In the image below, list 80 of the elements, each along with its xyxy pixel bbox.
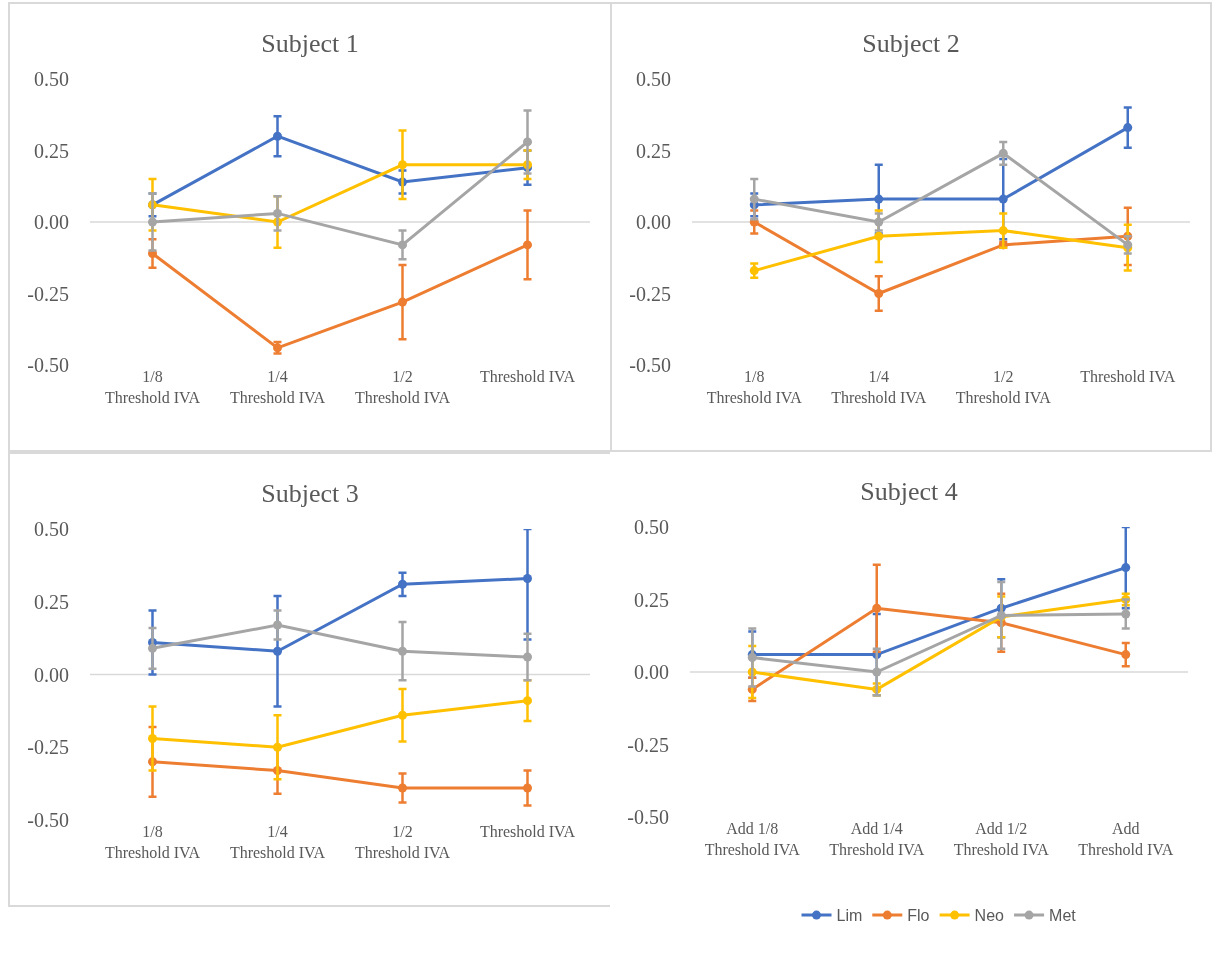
x-tick-label: Threshold IVA (479, 368, 576, 385)
chart-title: Subject 4 (860, 477, 958, 507)
y-tick-label: 0.25 (34, 590, 69, 613)
point (398, 646, 407, 656)
point (998, 194, 1008, 204)
point (1123, 123, 1133, 133)
x-tick-label: 1/4 Threshold IVA (229, 368, 326, 406)
point (523, 573, 532, 583)
point (1121, 650, 1131, 660)
point (523, 696, 532, 706)
x-tick-label: 1/8 Threshold IVA (104, 823, 201, 861)
y-tick-label: -0.25 (627, 733, 669, 756)
x-tick-label: Add 1/8 Threshold IVA (704, 820, 801, 858)
y-tick-label: 0.25 (34, 139, 69, 162)
point (398, 579, 407, 589)
x-tick-label: 1/2 Threshold IVA (955, 368, 1052, 406)
point (523, 137, 532, 147)
y-tick-label: 0.00 (634, 661, 669, 683)
point (1121, 563, 1131, 573)
point (874, 194, 884, 204)
point (398, 783, 407, 793)
y-tick-label: -0.25 (27, 736, 69, 759)
x-tick-label: 1/8 Threshold IVA (706, 368, 803, 406)
point (523, 240, 532, 250)
x-tick-label: Add 1/2 Threshold IVA (953, 820, 1050, 858)
y-tick-label: -0.50 (27, 809, 69, 831)
y-tick-label: -0.25 (27, 282, 69, 305)
point (874, 231, 884, 241)
point (874, 217, 884, 227)
x-tick-label: Threshold IVA (1080, 368, 1176, 385)
y-tick-label: -0.50 (627, 806, 669, 828)
point (398, 160, 407, 170)
legend-label: Met (1049, 907, 1077, 925)
point (273, 742, 282, 752)
point (749, 194, 759, 204)
point (273, 646, 282, 656)
y-tick-label: 0.50 (636, 68, 671, 90)
legend-label: Neo (974, 907, 1005, 925)
x-tick-label: 1/8 Threshold IVA (104, 368, 201, 406)
x-tick-label: 1/4 Threshold IVA (831, 368, 927, 406)
y-tick-label: 0.50 (634, 516, 669, 538)
point (148, 217, 157, 227)
point (148, 643, 157, 653)
y-tick-label: 0.00 (34, 663, 69, 686)
y-tick-label: 0.25 (634, 588, 669, 611)
y-tick-label: 0.25 (636, 139, 671, 162)
y-tick-label: 0.50 (34, 68, 69, 90)
point (148, 734, 157, 744)
legend-label: Flo (907, 907, 930, 925)
point (523, 783, 532, 793)
point (998, 148, 1008, 158)
chart-title: Subject 1 (261, 28, 359, 58)
point (874, 289, 884, 298)
point (273, 620, 282, 630)
y-tick-label: -0.25 (629, 282, 671, 305)
point (398, 297, 407, 307)
point (998, 226, 1008, 236)
y-tick-label: 0.00 (34, 211, 69, 233)
point (273, 131, 282, 141)
point (398, 240, 407, 250)
y-tick-label: -0.50 (629, 354, 671, 376)
point (749, 266, 759, 276)
chart-title: Subject 2 (862, 28, 960, 58)
x-tick-label: Add Threshold IVA (1078, 820, 1174, 858)
legend-label: Lim (836, 907, 863, 925)
point (872, 667, 882, 677)
point (872, 603, 882, 613)
point (523, 652, 532, 662)
point (398, 710, 407, 720)
chart-title: Subject 3 (261, 478, 359, 508)
x-tick-label: Threshold IVA (479, 823, 576, 840)
x-tick-label: Add 1/4 Threshold IVA (829, 820, 925, 858)
point (1121, 609, 1131, 619)
x-tick-label: 1/2 Threshold IVA (354, 368, 451, 406)
y-tick-label: 0.00 (636, 211, 671, 233)
y-tick-label: -0.50 (27, 354, 69, 376)
x-tick-label: 1/4 Threshold IVA (229, 823, 326, 861)
point (273, 208, 282, 218)
x-tick-label: 1/2 Threshold IVA (354, 823, 451, 861)
y-tick-label: 0.50 (34, 518, 69, 540)
